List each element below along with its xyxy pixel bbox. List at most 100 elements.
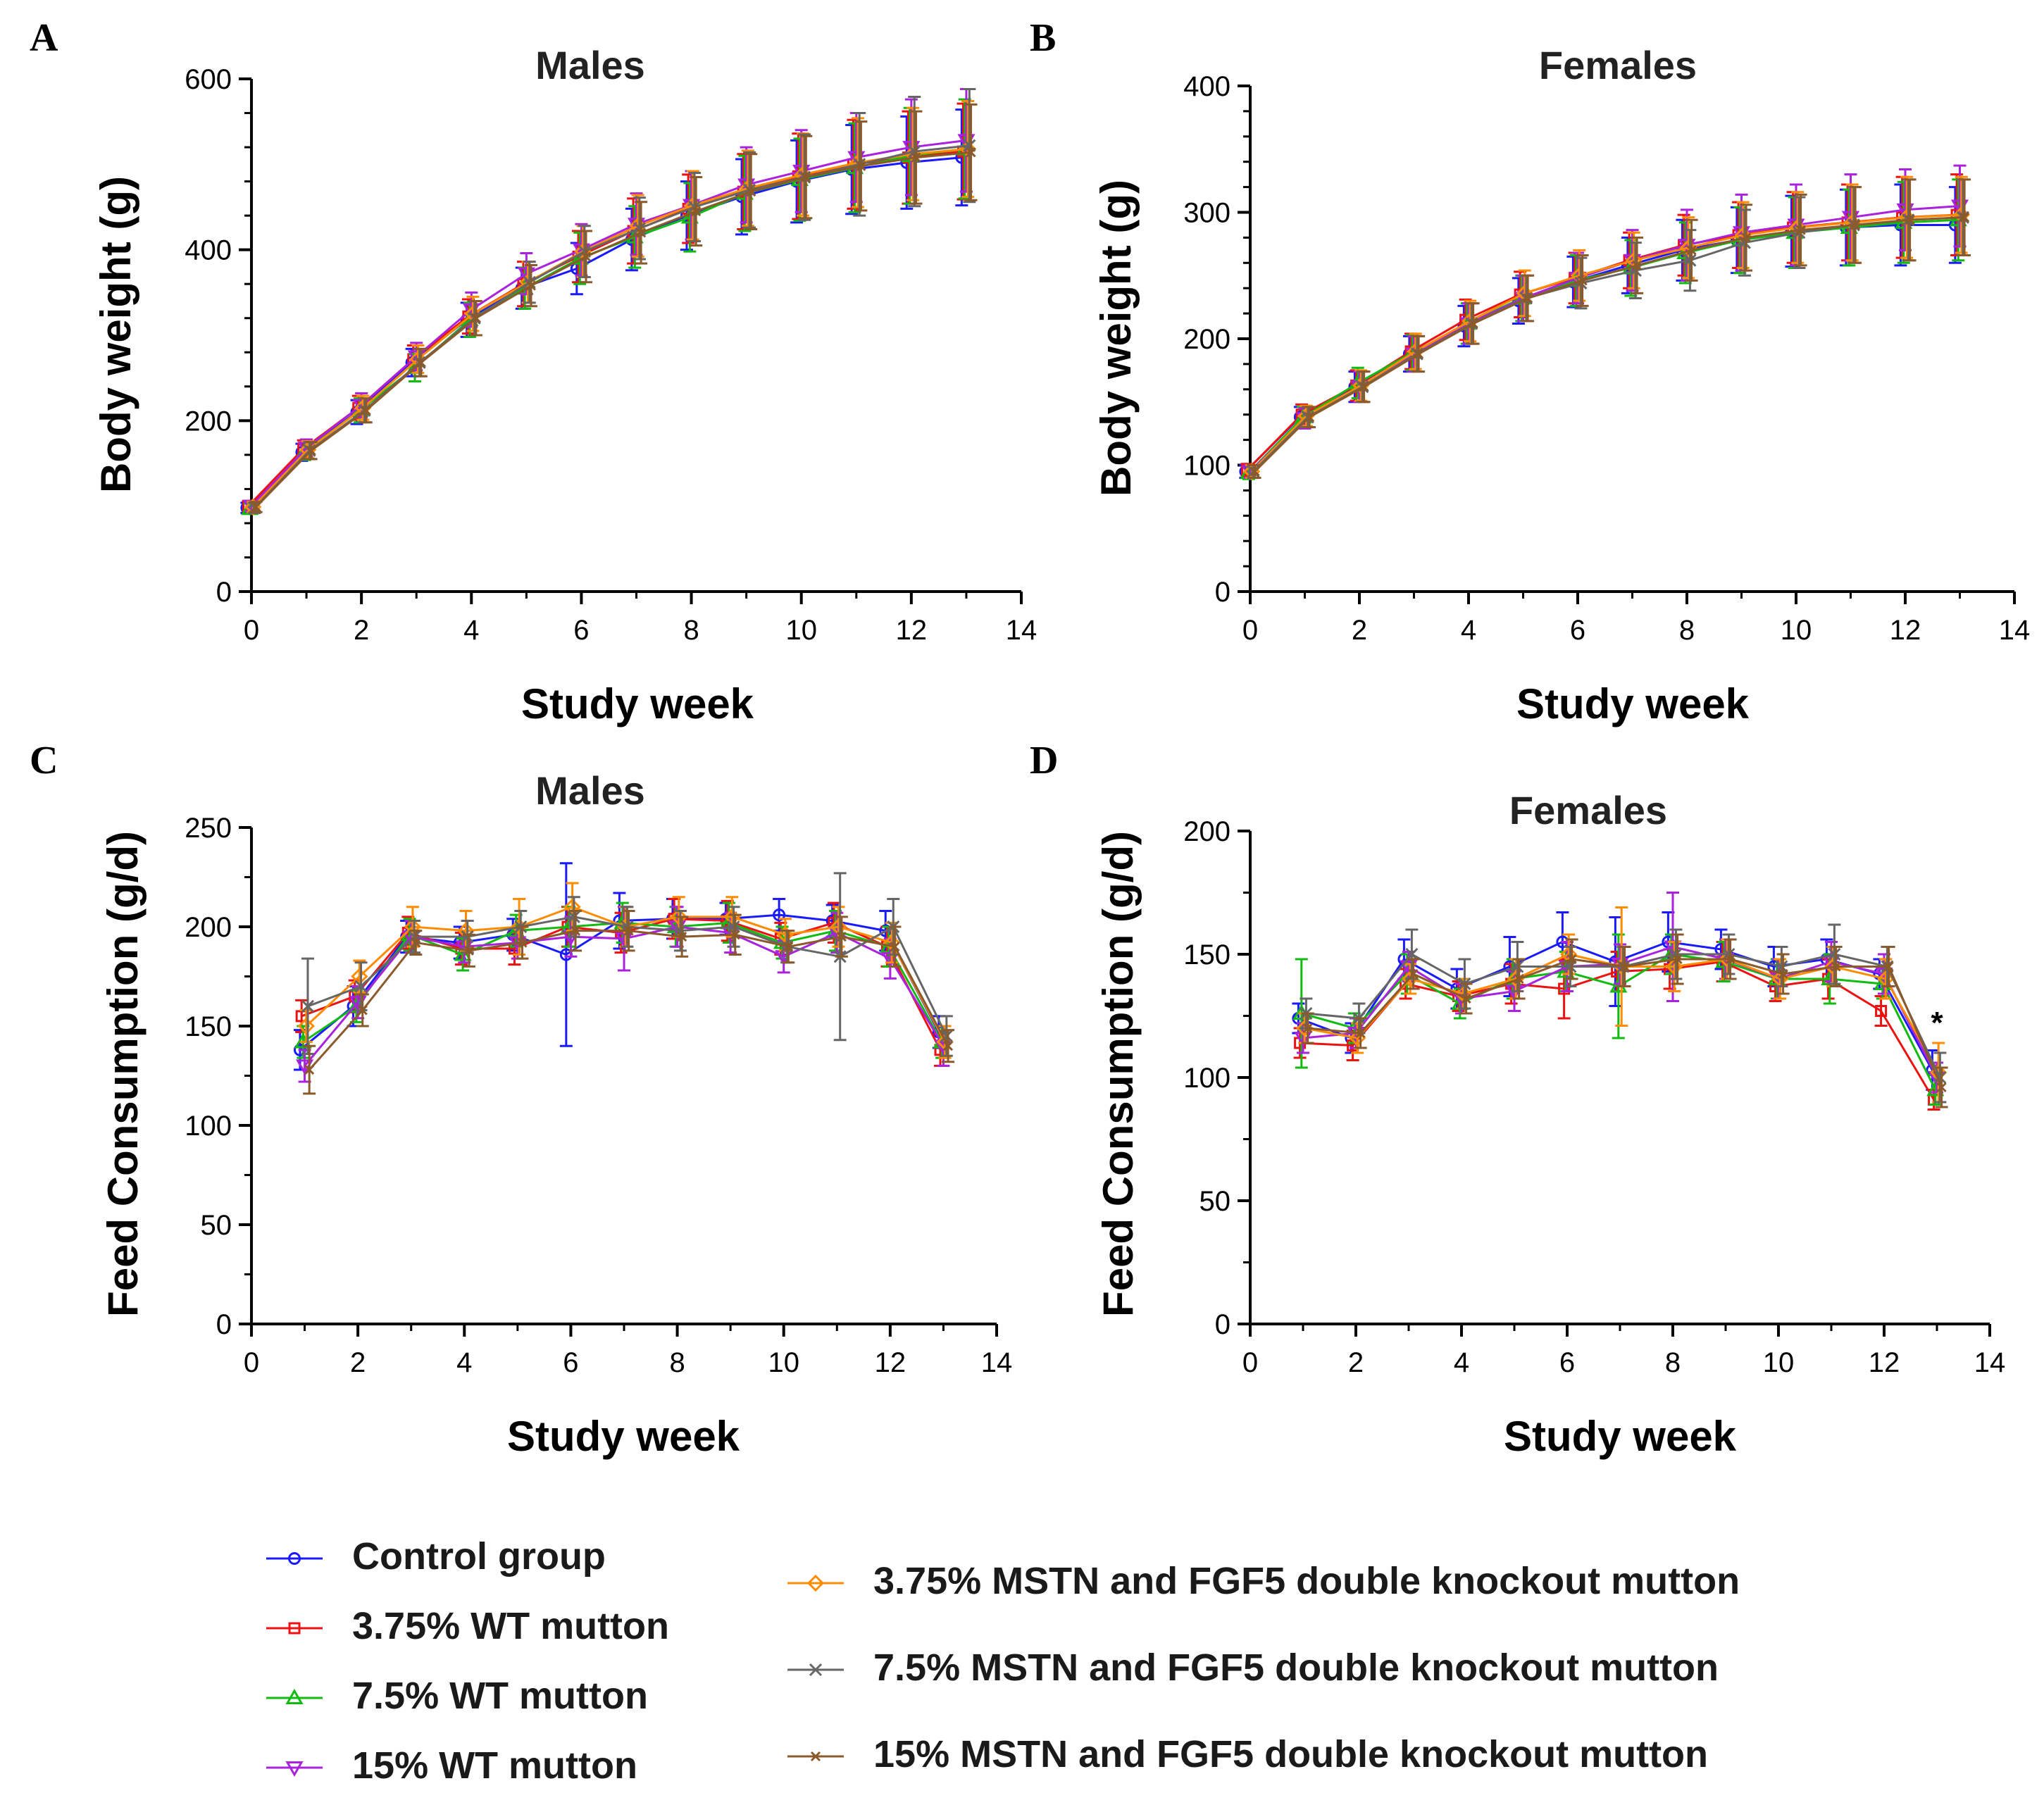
legend-symbol [285, 1688, 304, 1704]
data-point [303, 444, 316, 457]
x-tick-label: 2 [354, 615, 369, 646]
data-point [1247, 465, 1260, 478]
data-point [357, 1005, 368, 1016]
legend-label-3-75-dko: 3.75% MSTN and FGF5 double knockout mutt… [873, 1560, 1740, 1602]
x-tick-label: 4 [463, 615, 479, 646]
data-point [580, 251, 592, 262]
series-15pct-mstn-and-fgf5-double-knockout-mutton [303, 909, 955, 1095]
series-control-group [293, 862, 945, 1071]
series-line [252, 147, 968, 508]
series-15pct-mstn-and-fgf5-double-knockout-mutton [1301, 933, 1948, 1108]
data-point [1905, 215, 1915, 225]
y-tick-label: 0 [1215, 577, 1230, 608]
x-tick-label: 14 [1974, 1347, 2006, 1378]
x-axis-label-c: Study week [507, 1413, 740, 1460]
x-tick-label: 12 [1869, 1347, 1900, 1378]
y-tick-label: 200 [1183, 324, 1230, 355]
series-line [255, 151, 971, 508]
data-point [361, 405, 371, 416]
data-point [911, 152, 921, 163]
y-tick-label: 400 [185, 235, 232, 266]
y-tick-label: 150 [1183, 939, 1230, 970]
data-point [1359, 382, 1369, 392]
y-tick-label: 400 [1183, 71, 1230, 102]
x-axis-label-d: Study week [1504, 1413, 1737, 1460]
y-tick-label: 200 [185, 912, 232, 943]
series-line [247, 150, 964, 507]
x-tick-label: 4 [1461, 615, 1476, 646]
data-point [1461, 993, 1471, 1004]
data-point [1414, 349, 1424, 359]
data-point [1468, 318, 1478, 329]
x-tick-label: 12 [875, 1347, 906, 1378]
data-point [523, 275, 536, 289]
legend-symbol [285, 1761, 304, 1778]
series-line [250, 139, 967, 507]
chart-title-c: Males [535, 768, 645, 813]
data-point [730, 930, 740, 940]
data-point [1672, 954, 1683, 965]
series-line [254, 144, 970, 509]
data-point [1725, 954, 1735, 965]
legend-symbol [806, 1574, 825, 1592]
chart-title-d: Females [1509, 788, 1667, 832]
series-7-5pct-mstn-and-fgf5-double-knockout-mutton [1300, 923, 1947, 1104]
panel-letter-a: A [30, 16, 58, 60]
data-point [1405, 947, 1419, 961]
y-tick-label: 300 [1183, 198, 1230, 229]
data-point [1875, 1005, 1888, 1017]
legend-marker-15pct-mstn-and-fgf5-double-knockout-mutton [787, 1751, 844, 1762]
y-tick-label: 250 [185, 813, 232, 844]
y-tick-label: 100 [1183, 451, 1230, 482]
data-point [297, 1017, 315, 1035]
legend-marker-3-75pct-mstn-and-fgf5-double-knockout-mutton [787, 1574, 844, 1592]
data-point [567, 910, 580, 923]
data-point [1511, 960, 1524, 973]
y-axis-label-c: Feed Consumption (g/d) [99, 831, 147, 1317]
chart-title-a: Males [535, 43, 645, 87]
data-point [301, 999, 315, 1013]
y-axis-label-b: Body weight (g) [1092, 180, 1140, 496]
data-point [570, 925, 581, 936]
legend-marker-control-group [266, 1552, 323, 1565]
legend-marker-7-5pct-mstn-and-fgf5-double-knockout-mutton [787, 1663, 844, 1677]
data-point [890, 942, 900, 952]
data-point [1883, 961, 1894, 972]
x-tick-label: 14 [1999, 615, 2031, 646]
data-point [1632, 260, 1643, 270]
x-tick-label: 6 [1559, 1347, 1575, 1378]
x-tick-label: 10 [1763, 1347, 1795, 1378]
y-tick-label: 200 [1183, 816, 1230, 847]
data-point [940, 1030, 953, 1043]
data-point [966, 147, 976, 158]
legend-symbol [810, 1751, 821, 1762]
x-tick-label: 14 [981, 1347, 1013, 1378]
data-point [727, 920, 740, 934]
data-point [942, 1041, 954, 1051]
x-tick-label: 14 [1006, 615, 1037, 646]
data-point [1408, 968, 1419, 980]
x-tick-label: 8 [683, 615, 699, 646]
legend-marker-7-5pct-wt-mutton [266, 1688, 323, 1704]
legend-label-3-75-wt: 3.75% WT mutton [352, 1605, 669, 1647]
series-15pct-mstn-and-fgf5-double-knockout-mutton [249, 103, 978, 513]
x-tick-label: 0 [1242, 1347, 1258, 1378]
data-point [1514, 973, 1524, 985]
series-7-5pct-mstn-and-fgf5-double-knockout-mutton [248, 88, 976, 515]
data-point [670, 908, 687, 926]
series-7-5pct-wt-mutton [1292, 933, 1945, 1106]
data-point [251, 501, 261, 512]
data-point [525, 280, 537, 291]
y-tick-label: 0 [216, 1309, 232, 1340]
data-point [776, 926, 794, 944]
series-3-75pct-mstn-and-fgf5-double-knockout-mutton [1243, 175, 1970, 480]
y-tick-label: 600 [185, 64, 232, 95]
data-point [1741, 232, 1752, 243]
series-15pct-wt-mutton [1241, 164, 1969, 481]
legend-label-15-dko: 15% MSTN and FGF5 double knockout mutton [873, 1733, 1708, 1775]
y-tick-label: 50 [201, 1210, 232, 1241]
data-point [1959, 212, 1970, 223]
y-axis-label-a: Body weight (g) [92, 176, 139, 493]
x-tick-label: 6 [1570, 615, 1585, 646]
